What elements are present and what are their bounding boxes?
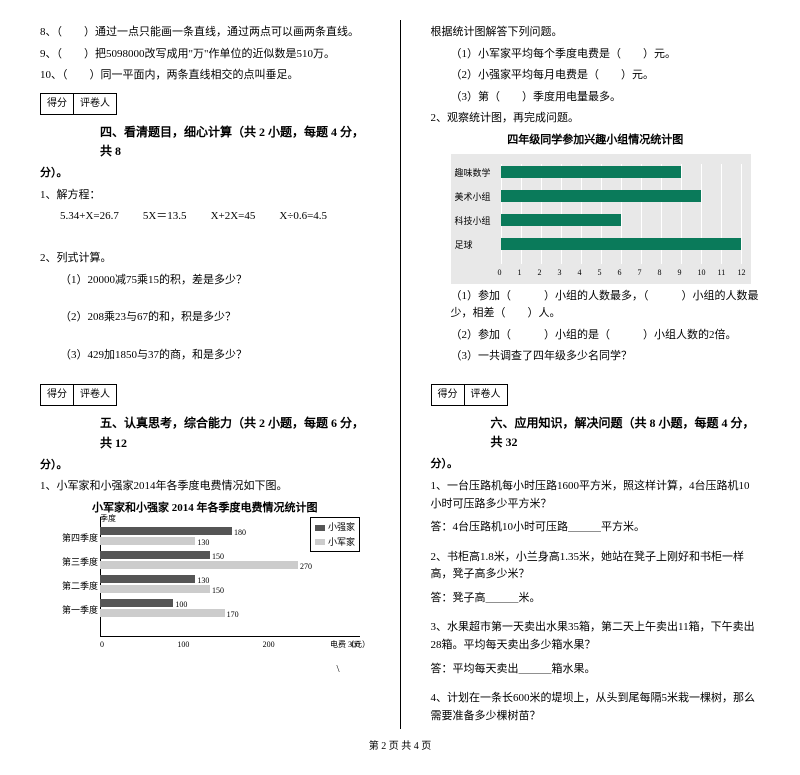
score-box-6: 得分 评卷人 <box>431 384 508 406</box>
backslash: \ <box>40 661 340 679</box>
page-footer: 第 2 页 共 4 页 <box>40 739 760 755</box>
r-2: （2）小强家平均每月电费是（ ）元。 <box>451 67 761 85</box>
a1-ans: 答：4台压路机10小时可压路＿＿＿平方米。 <box>431 519 761 537</box>
r-intro: 根据统计图解答下列问题。 <box>431 24 761 42</box>
r-q2: 2、观察统计图，再完成问题。 <box>431 110 761 128</box>
grader-label: 评卷人 <box>74 94 116 114</box>
r-1: （1）小军家平均每个季度电费是（ ）元。 <box>451 46 761 64</box>
judge-10: 10、（ ）同一平面内，两条直线相交的点叫垂足。 <box>40 67 370 85</box>
score-label: 得分 <box>432 385 465 405</box>
c-2: （2）参加（ ）小组的是（ ）小组人数的2倍。 <box>451 327 761 345</box>
section-5-title: 五、认真思考，综合能力（共 2 小题，每题 6 分，共 12 <box>100 414 370 452</box>
q4-2: 2、列式计算。 <box>40 250 370 268</box>
a2: 2、书柜高1.8米，小兰身高1.35米，她站在凳子上刚好和书柜一样高，凳子高多少… <box>431 549 761 584</box>
eq-1: 5.34+X=26.7 <box>60 208 119 226</box>
a2-ans: 答：凳子高＿＿＿米。 <box>431 590 761 608</box>
score-box-5: 得分 评卷人 <box>40 384 117 406</box>
chart1-legend: 小强家 小军家 <box>310 517 360 552</box>
a3: 3、水果超市第一天卖出水果35箱，第二天上午卖出11箱，下午卖出28箱。平均每天… <box>431 619 761 654</box>
legend-a: 小强家 <box>328 520 355 534</box>
fen-4: 分）。 <box>40 165 370 183</box>
a1: 1、一台压路机每小时压路1600平方米，照这样计算，4台压路机10小时可压路多少… <box>431 478 761 513</box>
judge-9: 9、（ ）把5098000改写成用"万"作单位的近似数是510万。 <box>40 46 370 64</box>
fen-6: 分）。 <box>431 456 761 474</box>
eq-4: X÷0.6=4.5 <box>279 208 327 226</box>
eq-3: X+2X=45 <box>211 208 256 226</box>
chart-1: 小军家和小强家 2014 年各季度电费情况统计图 小强家 小军家 第四季度180… <box>40 500 370 658</box>
q5-1: 1、小军家和小强家2014年各季度电费情况如下图。 <box>40 478 370 496</box>
score-box-4: 得分 评卷人 <box>40 93 117 115</box>
section-6-title: 六、应用知识，解决问题（共 8 小题，每题 4 分，共 32 <box>491 414 761 452</box>
fen-5: 分）。 <box>40 457 370 475</box>
eq-2: 5X＝13.5 <box>143 208 187 226</box>
score-label: 得分 <box>41 94 74 114</box>
legend-b: 小军家 <box>328 535 355 549</box>
chart-2: 0123456789101112趣味数学美术小组科技小组足球 <box>451 154 751 284</box>
q4-1: 1、解方程： <box>40 187 370 205</box>
r-3: （3）第（ ）季度用电量最多。 <box>451 89 761 107</box>
grader-label: 评卷人 <box>465 385 507 405</box>
score-label: 得分 <box>41 385 74 405</box>
chart2-title: 四年级同学参加兴趣小组情况统计图 <box>431 132 761 150</box>
q4-2c: （3）429加1850与37的商，和是多少？ <box>60 347 370 365</box>
a4: 4、计划在一条长600米的堤坝上，从头到尾每隔5米栽一棵树，那么需要准备多少棵树… <box>431 690 761 725</box>
c-1: （1）参加（ ）小组的人数最多，（ ）小组的人数最少，相差（ ）人。 <box>451 288 761 323</box>
q4-2a: （1）20000减75乘15的积，差是多少？ <box>60 272 370 290</box>
c-3: （3）一共调查了四年级多少名同学？ <box>451 348 761 366</box>
judge-8: 8、（ ）通过一点只能画一条直线，通过两点可以画两条直线。 <box>40 24 370 42</box>
section-4-title: 四、看清题目，细心计算（共 2 小题，每题 4 分，共 8 <box>100 123 370 161</box>
grader-label: 评卷人 <box>74 385 116 405</box>
chart1-title: 小军家和小强家 2014 年各季度电费情况统计图 <box>40 500 370 518</box>
a3-ans: 答：平均每天卖出＿＿＿箱水果。 <box>431 661 761 679</box>
q4-2b: （2）208乘23与67的和，积是多少？ <box>60 309 370 327</box>
